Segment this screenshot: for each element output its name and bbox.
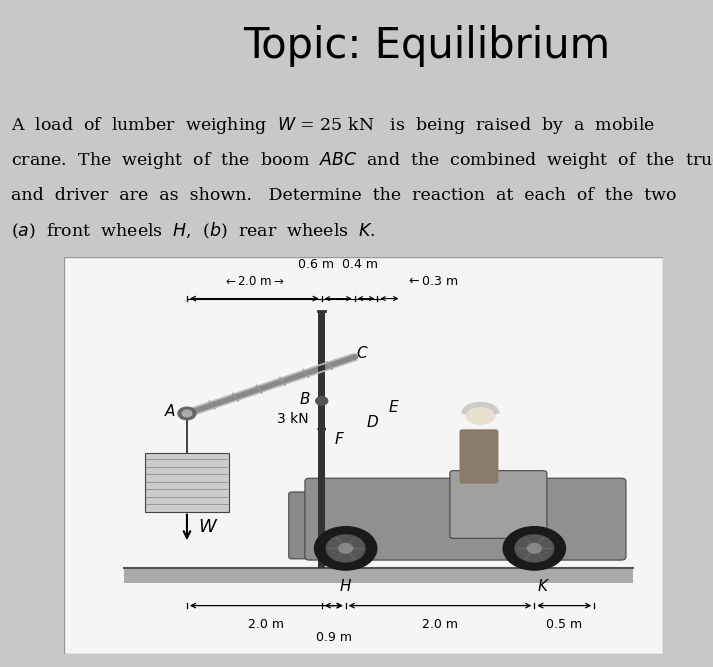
Text: $\mathit{W}$: $\mathit{W}$ xyxy=(198,518,218,536)
Text: $\mathit{D}$: $\mathit{D}$ xyxy=(366,414,379,430)
Circle shape xyxy=(528,544,541,553)
Text: $\mathit{F}$: $\mathit{F}$ xyxy=(334,430,345,446)
Text: crane.  The  weight  of  the  boom  $\mathit{ABC}$  and  the  combined  weight  : crane. The weight of the boom $\mathit{A… xyxy=(11,150,713,171)
Circle shape xyxy=(314,527,376,570)
Text: 0.6 m  0.4 m: 0.6 m 0.4 m xyxy=(298,257,378,271)
Circle shape xyxy=(503,527,565,570)
Bar xyxy=(145,453,229,512)
Circle shape xyxy=(178,407,196,420)
Text: $\mathit{E}$: $\mathit{E}$ xyxy=(388,399,399,415)
FancyBboxPatch shape xyxy=(289,492,384,559)
Text: Topic: Equilibrium: Topic: Equilibrium xyxy=(243,25,610,67)
Text: $\mathit{K}$: $\mathit{K}$ xyxy=(537,578,550,594)
FancyBboxPatch shape xyxy=(459,430,498,484)
Bar xyxy=(124,568,633,583)
Text: A  load  of  lumber  weighing  $\mathit{W}$ = 25 kN   is  being  raised  by  a  : A load of lumber weighing $\mathit{W}$ =… xyxy=(11,115,655,136)
Text: $\mathit{B}$: $\mathit{B}$ xyxy=(299,391,311,407)
Text: 50 kN: 50 kN xyxy=(466,526,506,540)
Text: ($\mathit{a}$)  front  wheels  $\mathit{H}$,  ($\mathit{b}$)  rear  wheels  $\ma: ($\mathit{a}$) front wheels $\mathit{H}$… xyxy=(11,221,376,241)
Circle shape xyxy=(327,535,365,562)
Text: $\mathit{H}$: $\mathit{H}$ xyxy=(339,578,352,594)
Text: 2.0 m: 2.0 m xyxy=(422,618,458,631)
Circle shape xyxy=(316,397,328,405)
Circle shape xyxy=(182,410,192,417)
Circle shape xyxy=(339,544,352,553)
Bar xyxy=(318,311,325,568)
FancyBboxPatch shape xyxy=(450,471,547,538)
Text: and  driver  are  as  shown.   Determine  the  reaction  at  each  of  the  two: and driver are as shown. Determine the r… xyxy=(11,187,676,205)
Text: $\mathit{C}$: $\mathit{C}$ xyxy=(356,345,368,361)
FancyBboxPatch shape xyxy=(305,478,626,560)
Circle shape xyxy=(466,404,496,424)
Text: 3 kN: 3 kN xyxy=(277,412,309,426)
Text: $\leftarrow$0.3 m: $\leftarrow$0.3 m xyxy=(406,275,458,288)
Text: 0.9 m: 0.9 m xyxy=(316,631,352,644)
Text: 2.0 m: 2.0 m xyxy=(248,618,284,631)
Text: $\mathit{A}$: $\mathit{A}$ xyxy=(164,404,176,420)
Circle shape xyxy=(515,535,553,562)
Text: $\leftarrow$2.0 m$\rightarrow$: $\leftarrow$2.0 m$\rightarrow$ xyxy=(223,275,285,288)
Text: 0.5 m: 0.5 m xyxy=(546,618,583,631)
